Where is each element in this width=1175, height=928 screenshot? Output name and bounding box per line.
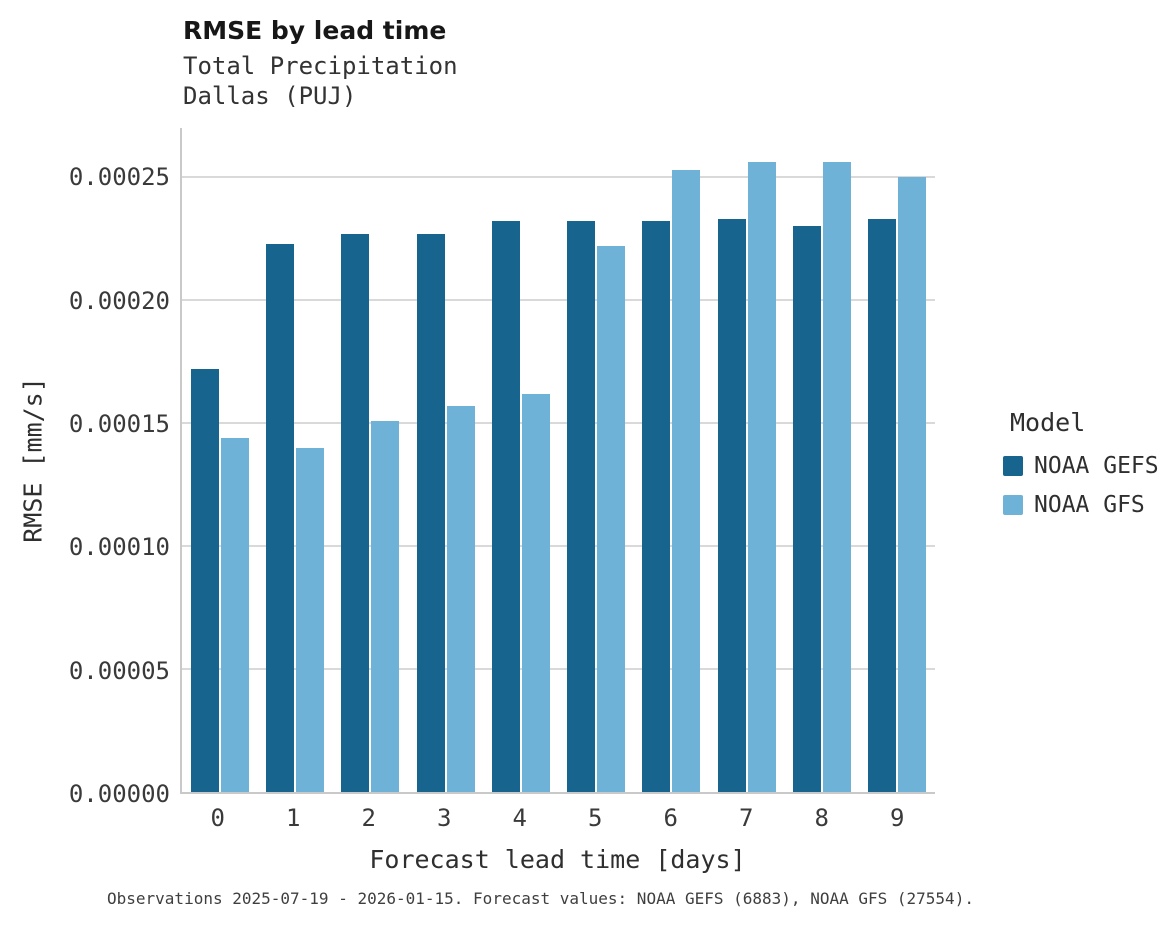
bar-group-lead-0 (182, 128, 257, 792)
bar-noaa-gefs-lead-9 (868, 219, 897, 792)
bar-noaa-gefs-lead-3 (416, 233, 445, 792)
bar-noaa-gfs-lead-0 (220, 437, 249, 792)
x-axis-tick-labels: 0 1 2 3 4 5 6 7 8 9 (180, 804, 935, 832)
chart-subtitle-location: Dallas (PUJ) (183, 82, 357, 110)
bar-noaa-gefs-lead-5 (567, 221, 596, 792)
bar-group-lead-7 (709, 128, 784, 792)
x-tick-label: 3 (437, 804, 452, 832)
bar-noaa-gfs-lead-6 (672, 169, 701, 792)
plot-area (180, 128, 935, 794)
bar-noaa-gfs-lead-4 (521, 393, 550, 792)
y-tick-label: 0.00010 (68, 533, 170, 562)
bar-noaa-gefs-lead-7 (717, 219, 746, 792)
bar-noaa-gefs-lead-0 (190, 369, 219, 792)
gridline (182, 299, 935, 302)
x-tick-label: 6 (663, 804, 678, 832)
bar-group-lead-1 (257, 128, 332, 792)
legend-entries: NOAA GEFS NOAA GFS (1003, 453, 1159, 518)
x-tick-label: 7 (739, 804, 754, 832)
y-axis-title: RMSE [mm/s] (18, 377, 48, 543)
x-tick-label: 8 (814, 804, 829, 832)
chart-subtitle-variable: Total Precipitation (183, 52, 458, 80)
legend-title: Model (1010, 408, 1086, 437)
legend-label: NOAA GEFS (1034, 453, 1159, 479)
y-tick-label: 0.00005 (68, 656, 170, 685)
gridline (182, 545, 935, 548)
legend-entry-noaa-gfs: NOAA GFS (1003, 492, 1159, 518)
gridline (182, 668, 935, 671)
bar-noaa-gfs-lead-3 (446, 405, 475, 792)
y-tick-label: 0.00025 (68, 163, 170, 192)
y-tick-label: 0.00000 (68, 780, 170, 808)
gridline (182, 422, 935, 425)
legend: Model NOAA GEFS NOAA GFS (1003, 408, 1159, 531)
bar-noaa-gfs-lead-8 (823, 162, 852, 792)
x-tick-label: 5 (588, 804, 603, 832)
x-axis-title: Forecast lead time [days] (369, 845, 746, 874)
y-axis-tick-labels: 0.00000 0.00005 0.00010 0.00015 0.00020 0.000… (50, 128, 170, 808)
bar-group-lead-2 (333, 128, 408, 792)
bar-group-lead-9 (860, 128, 935, 792)
x-tick-label: 9 (890, 804, 905, 832)
bar-group-lead-5 (558, 128, 633, 792)
bar-group-lead-8 (784, 128, 859, 792)
legend-entry-noaa-gefs: NOAA GEFS (1003, 453, 1159, 479)
bar-noaa-gfs-lead-2 (371, 420, 400, 792)
legend-label: NOAA GFS (1034, 492, 1145, 518)
legend-swatch-icon (1003, 456, 1023, 476)
bar-groups (182, 128, 935, 792)
x-tick-label: 1 (286, 804, 301, 832)
x-tick-label: 2 (361, 804, 376, 832)
footer-note: Observations 2025-07-19 - 2026-01-15. Fo… (107, 889, 974, 908)
bar-noaa-gfs-lead-9 (898, 177, 927, 792)
x-tick-label: 0 (210, 804, 225, 832)
bar-noaa-gefs-lead-1 (265, 243, 294, 792)
bar-noaa-gfs-lead-5 (597, 246, 626, 792)
bar-noaa-gefs-lead-2 (341, 233, 370, 792)
bar-group-lead-4 (483, 128, 558, 792)
bar-noaa-gfs-lead-7 (747, 162, 776, 792)
bar-noaa-gefs-lead-8 (793, 226, 822, 792)
y-tick-label: 0.00020 (68, 286, 170, 315)
x-tick-label: 4 (512, 804, 527, 832)
bar-noaa-gefs-lead-6 (642, 221, 671, 792)
bar-noaa-gefs-lead-4 (491, 221, 520, 792)
chart-title: RMSE by lead time (183, 16, 447, 45)
gridline (182, 176, 935, 179)
bar-group-lead-6 (634, 128, 709, 792)
legend-swatch-icon (1003, 495, 1023, 515)
bar-noaa-gfs-lead-1 (295, 447, 324, 792)
y-tick-label: 0.00015 (68, 410, 170, 438)
bar-group-lead-3 (408, 128, 483, 792)
